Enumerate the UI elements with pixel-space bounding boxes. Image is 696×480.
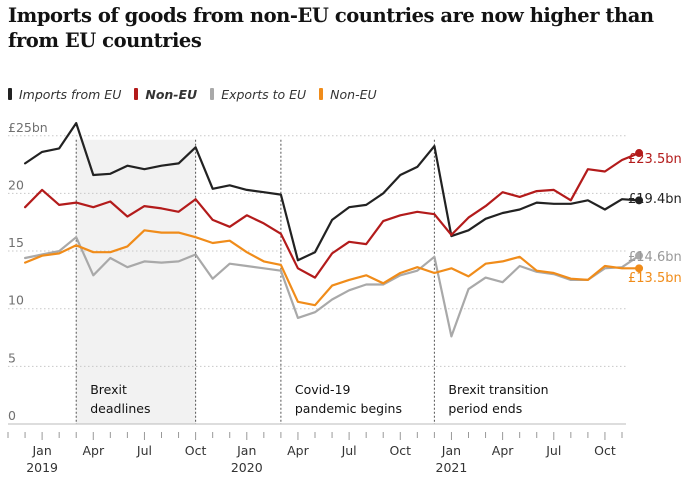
x-tick-label: Jan: [31, 443, 51, 458]
x-year-label: 2021: [436, 460, 468, 475]
x-tick-label: Jul: [136, 443, 152, 458]
x-tick-label: Jul: [545, 443, 561, 458]
series-line-1: [24, 151, 641, 279]
y-tick-label: 10: [8, 293, 24, 308]
y-tick-label: 5: [8, 350, 16, 365]
legend-item-exports-non-eu: Non-EU: [319, 86, 377, 102]
series-end-label-2: £14.6bn: [628, 250, 682, 265]
x-tick-label: Apr: [492, 443, 514, 458]
series-line-0: [24, 121, 641, 262]
x-tick-label: Apr: [82, 443, 104, 458]
legend-label-imports-non-eu: Non-EU: [145, 86, 198, 102]
series-end-label-1: £23.5bn: [628, 152, 682, 167]
chart-title: Imports of goods from non-EU countries a…: [8, 4, 654, 52]
series-end-point-2: [635, 251, 644, 260]
legend-item-imports-non-eu: Non-EU: [134, 87, 197, 102]
x-tick-label: Jan: [441, 443, 461, 458]
y-tick-label: 0: [8, 408, 16, 423]
series-end-label-3: £13.5bn: [628, 271, 682, 286]
legend-swatch-exports-non-eu: [319, 88, 324, 100]
y-tick-label: 20: [8, 177, 24, 192]
x-tick-label: Oct: [185, 443, 207, 458]
x-year-label: 2019: [26, 460, 58, 475]
x-tick-label: Jan: [236, 443, 256, 458]
legend-label-imports-eu: Imports from EU: [19, 86, 122, 102]
y-tick-label: 15: [8, 235, 24, 250]
annotation-text: pandemic begins: [295, 401, 402, 416]
series-end-point-3: [635, 264, 644, 273]
x-year-label: 2020: [231, 460, 263, 475]
series-end-point-1: [635, 149, 644, 158]
annotation-text: Brexit transition: [448, 382, 548, 397]
legend: Imports from EU Non-EU Exports to EU Non…: [8, 85, 390, 103]
annotation-text: deadlines: [90, 401, 150, 416]
x-tick-label: Jul: [341, 443, 357, 458]
legend-swatch-imports-eu: [8, 88, 12, 100]
x-tick-label: Apr: [287, 443, 309, 458]
x-tick-label: Oct: [389, 443, 411, 458]
series-end-point-0: [635, 196, 644, 205]
legend-swatch-imports-non-eu: [134, 88, 139, 100]
series-end-label-0: £19.4bn: [628, 192, 682, 207]
legend-item-imports-eu: Imports from EU: [8, 87, 121, 102]
brexit-deadlines-shading: [76, 139, 196, 424]
x-tick-label: Oct: [594, 443, 616, 458]
legend-item-exports-eu: Exports to EU: [210, 87, 306, 102]
legend-label-exports-eu: Exports to EU: [221, 86, 307, 102]
y-tick-label: £25bn: [8, 120, 48, 135]
annotation-text: Brexit: [90, 382, 127, 397]
annotation-text: Covid-19: [295, 382, 351, 397]
annotation-text: period ends: [448, 401, 522, 416]
series-line-3: [24, 229, 641, 307]
legend-label-exports-non-eu: Non-EU: [330, 86, 377, 102]
legend-swatch-exports-eu: [210, 88, 215, 100]
